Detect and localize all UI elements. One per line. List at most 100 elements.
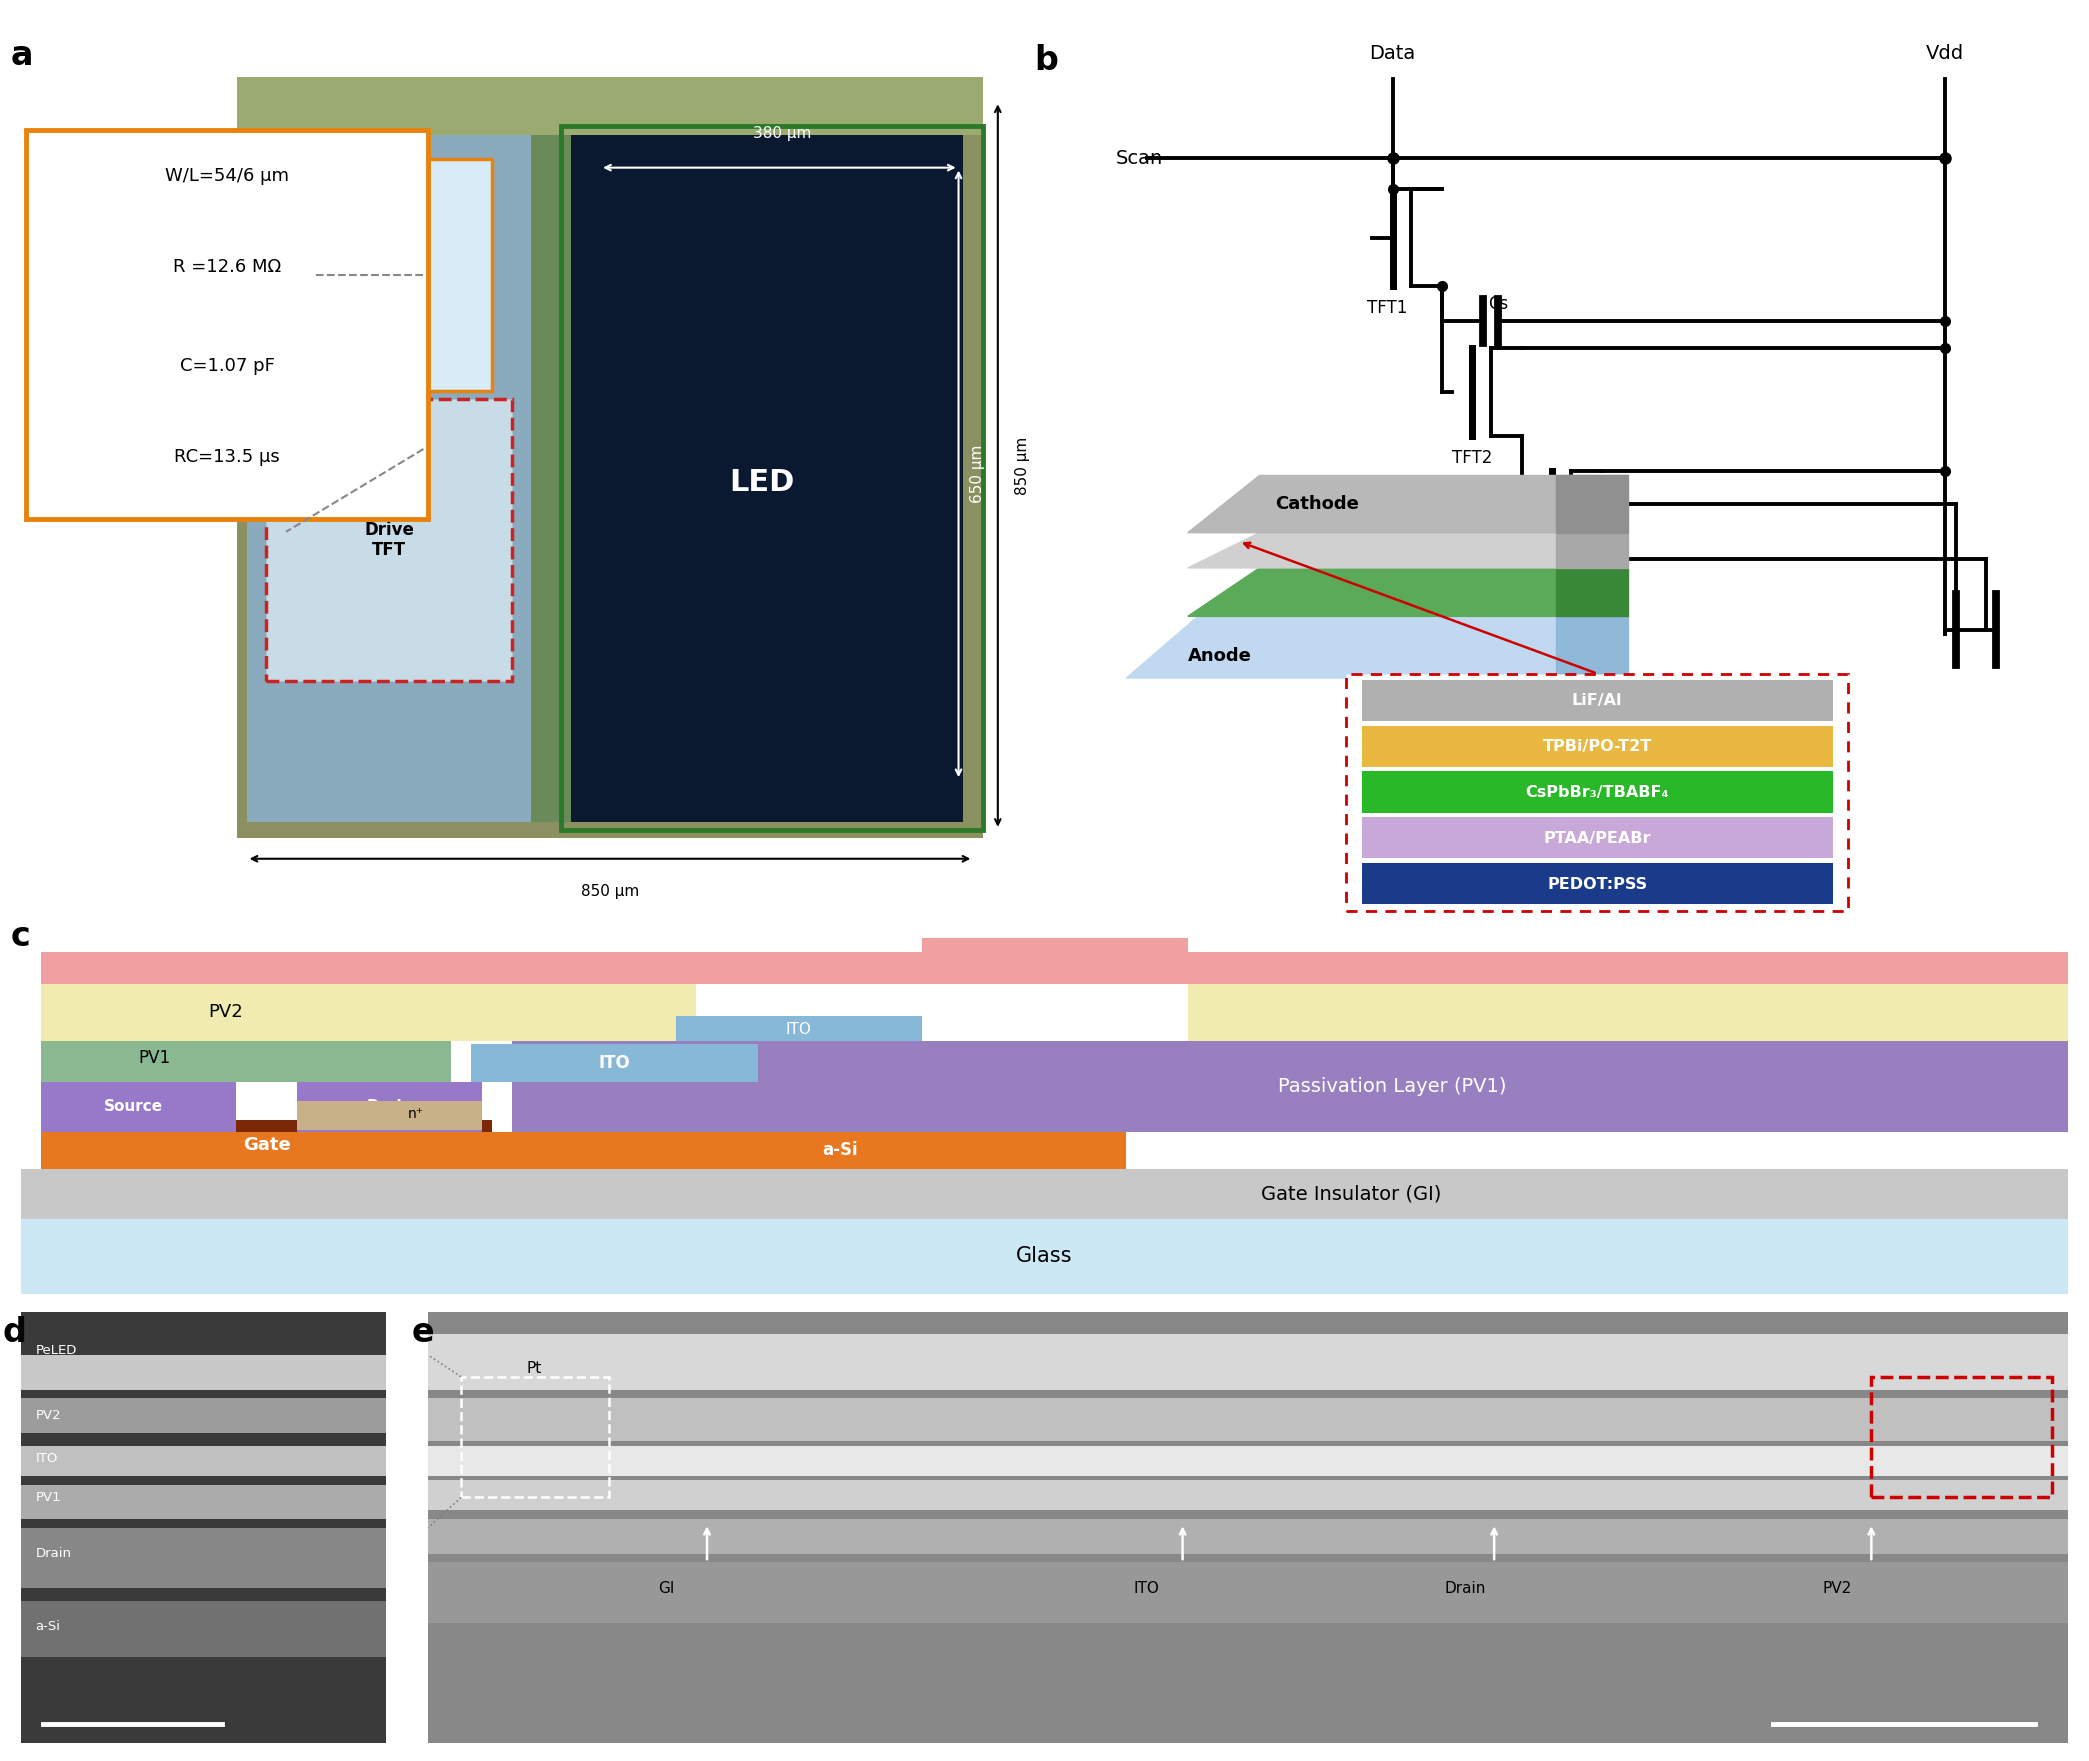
Bar <box>236 76 984 838</box>
Polygon shape <box>1189 567 1627 616</box>
Text: Passivation Layer (PV1): Passivation Layer (PV1) <box>1278 1076 1506 1095</box>
Polygon shape <box>1189 475 1627 534</box>
Text: CsPbBr₃/TBABF₄: CsPbBr₃/TBABF₄ <box>1525 785 1669 799</box>
Bar <box>236 76 984 134</box>
Text: GI: GI <box>658 1581 675 1595</box>
Text: Anode: Anode <box>1189 646 1251 666</box>
Bar <box>21 1601 386 1657</box>
Bar <box>570 134 963 821</box>
Text: TFT2: TFT2 <box>1452 449 1492 467</box>
Polygon shape <box>1189 534 1627 567</box>
Text: ITO: ITO <box>785 1021 813 1037</box>
Text: W/L=54/6 μm: W/L=54/6 μm <box>165 167 288 185</box>
Text: Drain: Drain <box>1446 1581 1487 1595</box>
Text: Drain: Drain <box>366 1099 414 1115</box>
Bar <box>428 1446 2068 1476</box>
Bar <box>428 1398 2068 1440</box>
Text: PV2: PV2 <box>36 1409 61 1421</box>
Text: PV1: PV1 <box>36 1492 61 1504</box>
Polygon shape <box>1556 534 1627 567</box>
Bar <box>428 1333 2068 1389</box>
Bar <box>297 1083 480 1132</box>
Text: Drive
TFT: Drive TFT <box>363 521 414 560</box>
Bar <box>428 1481 2068 1511</box>
Text: PV1: PV1 <box>547 1050 579 1067</box>
Bar <box>42 1132 1126 1169</box>
Bar <box>286 160 493 391</box>
Text: LiF/Al: LiF/Al <box>1573 694 1623 708</box>
Polygon shape <box>1556 475 1627 534</box>
Bar <box>42 1120 491 1169</box>
Text: d: d <box>2 1315 27 1349</box>
Text: PEDOT:PSS: PEDOT:PSS <box>1548 877 1648 891</box>
Text: R =12.6 MΩ: R =12.6 MΩ <box>173 257 282 276</box>
Bar <box>21 1485 386 1520</box>
Bar <box>1362 680 1832 722</box>
Bar <box>1362 771 1832 814</box>
Text: c: c <box>10 919 31 953</box>
Bar <box>1822 1041 2068 1132</box>
Polygon shape <box>1126 616 1627 678</box>
Text: Gate: Gate <box>242 1136 290 1153</box>
Bar <box>1872 1377 2051 1497</box>
Text: 850 μm: 850 μm <box>581 884 639 898</box>
FancyBboxPatch shape <box>1347 673 1849 912</box>
Bar <box>428 1520 2068 1553</box>
Bar <box>265 400 512 682</box>
Text: a-Si: a-Si <box>36 1620 61 1634</box>
Bar <box>21 1169 2068 1219</box>
Polygon shape <box>1556 616 1627 678</box>
Bar <box>921 939 1189 984</box>
Text: PTAA/PEABr: PTAA/PEABr <box>1544 831 1650 845</box>
Text: Cathode: Cathode <box>1274 495 1358 512</box>
Bar <box>42 1083 236 1132</box>
Text: PV1: PV1 <box>138 1050 169 1067</box>
Text: TFT3: TFT3 <box>1531 572 1573 590</box>
Bar <box>42 1037 451 1083</box>
Text: Vdd: Vdd <box>1926 44 1964 63</box>
Bar <box>560 127 984 829</box>
Bar <box>42 951 942 984</box>
Text: Glass: Glass <box>1015 1247 1074 1266</box>
Text: PeLED: PeLED <box>36 1344 77 1358</box>
Text: 380 μm: 380 μm <box>752 127 811 141</box>
Bar <box>1362 817 1832 859</box>
Text: ITO: ITO <box>1134 1581 1159 1595</box>
Bar <box>462 1377 608 1497</box>
Bar <box>1362 863 1832 905</box>
Text: 850 μm: 850 μm <box>1015 437 1030 495</box>
Bar <box>677 1016 921 1041</box>
Bar <box>428 1562 2068 1622</box>
Text: RC=13.5 μs: RC=13.5 μs <box>173 449 280 467</box>
Bar <box>21 1219 2068 1294</box>
Text: n⁺: n⁺ <box>407 1108 424 1122</box>
Text: Source: Source <box>104 1099 163 1115</box>
Bar <box>21 1356 386 1389</box>
Text: a: a <box>10 39 33 72</box>
Bar <box>247 134 531 821</box>
Bar <box>512 1041 2068 1132</box>
Polygon shape <box>1126 616 1627 678</box>
Text: PV2: PV2 <box>209 1004 242 1021</box>
Bar <box>1189 984 2068 1041</box>
Text: Cs: Cs <box>1487 294 1508 313</box>
Text: Pt: Pt <box>526 1361 541 1375</box>
Polygon shape <box>1189 475 1627 534</box>
Text: TPBi/PO-T2T: TPBi/PO-T2T <box>1542 740 1652 754</box>
Text: C=1.07 pF: C=1.07 pF <box>180 357 274 375</box>
Text: ITO: ITO <box>600 1055 631 1072</box>
Bar <box>42 984 696 1041</box>
Text: e: e <box>412 1315 435 1349</box>
Bar <box>21 1527 386 1588</box>
Bar <box>21 1398 386 1433</box>
Bar <box>1362 726 1832 768</box>
Text: Data: Data <box>1370 44 1416 63</box>
Text: TFT1: TFT1 <box>1366 299 1408 317</box>
Polygon shape <box>1189 534 1627 567</box>
Text: Address
& Reset
TFT: Address & Reset TFT <box>355 247 424 296</box>
Polygon shape <box>1189 567 1627 616</box>
Text: ITO: ITO <box>36 1453 58 1465</box>
Polygon shape <box>1556 567 1627 616</box>
Bar <box>297 1101 480 1129</box>
Text: PV2: PV2 <box>1822 1581 1851 1595</box>
